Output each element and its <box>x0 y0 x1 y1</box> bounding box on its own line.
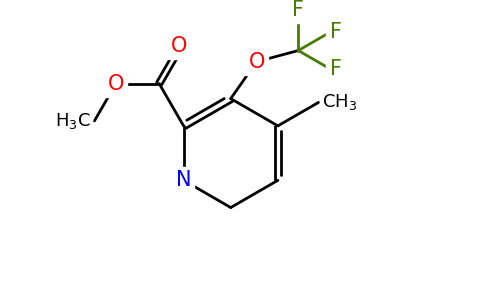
Text: O: O <box>171 36 187 56</box>
Text: F: F <box>292 0 304 20</box>
Text: CH$_3$: CH$_3$ <box>322 92 358 112</box>
Text: H$_3$C: H$_3$C <box>55 111 91 131</box>
Text: O: O <box>248 52 265 72</box>
Text: F: F <box>330 22 342 42</box>
Text: O: O <box>108 74 124 94</box>
Text: N: N <box>176 170 191 190</box>
Text: F: F <box>330 59 342 79</box>
